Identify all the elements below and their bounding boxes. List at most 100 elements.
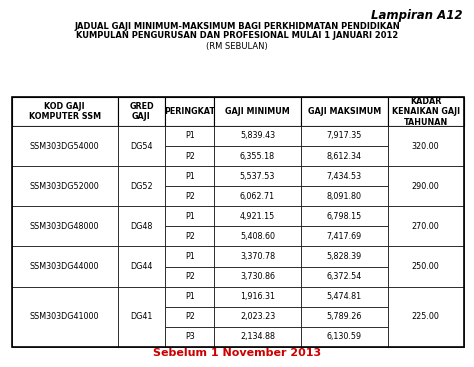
Bar (165, 126, 214, 146)
Bar (388, 166, 464, 206)
Bar (118, 287, 165, 347)
Text: P1: P1 (185, 212, 195, 221)
Bar (165, 327, 214, 347)
Bar (214, 126, 301, 146)
Bar (118, 97, 165, 126)
Text: SSM303DG52000: SSM303DG52000 (30, 182, 100, 191)
Text: KADAR
KENAIKAN GAJI
TAHUNAN: KADAR KENAIKAN GAJI TAHUNAN (392, 97, 460, 127)
Bar (214, 266, 301, 287)
Bar (214, 287, 301, 307)
Text: 4,921.15: 4,921.15 (240, 212, 275, 221)
Text: P2: P2 (185, 232, 195, 241)
Bar (214, 206, 301, 226)
Bar (388, 246, 464, 287)
Text: SSM303DG54000: SSM303DG54000 (30, 142, 100, 150)
Bar (214, 307, 301, 327)
Text: 2,023.23: 2,023.23 (240, 312, 275, 321)
Bar (12, 126, 118, 166)
Bar (12, 166, 118, 206)
Text: 5,828.39: 5,828.39 (327, 252, 362, 261)
Bar (165, 287, 214, 307)
Text: 5,408.60: 5,408.60 (240, 232, 275, 241)
Text: SSM303DG41000: SSM303DG41000 (30, 312, 100, 321)
Text: 6,062.71: 6,062.71 (240, 192, 275, 201)
Text: 250.00: 250.00 (412, 262, 439, 271)
Text: DG52: DG52 (130, 182, 153, 191)
Bar (301, 287, 388, 307)
Text: 7,417.69: 7,417.69 (327, 232, 362, 241)
Text: SSM303DG48000: SSM303DG48000 (30, 222, 100, 231)
Text: P2: P2 (185, 192, 195, 201)
Text: Lampiran A12: Lampiran A12 (371, 9, 462, 22)
Text: SSM303DG44000: SSM303DG44000 (30, 262, 100, 271)
Bar (12, 287, 118, 347)
Bar (214, 146, 301, 166)
Bar (301, 307, 388, 327)
Text: 5,789.26: 5,789.26 (327, 312, 362, 321)
Text: KUMPULAN PENGURUSAN DAN PROFESIONAL MULAI 1 JANUARI 2012: KUMPULAN PENGURUSAN DAN PROFESIONAL MULA… (76, 31, 398, 40)
Text: 290.00: 290.00 (412, 182, 439, 191)
Text: 1,916.31: 1,916.31 (240, 292, 275, 301)
Bar (388, 206, 464, 246)
Bar (388, 126, 464, 166)
Text: JADUAL GAJI MINIMUM-MAKSIMUM BAGI PERKHIDMATAN PENDIDIKAN: JADUAL GAJI MINIMUM-MAKSIMUM BAGI PERKHI… (74, 22, 400, 31)
Bar (214, 226, 301, 246)
Bar (301, 246, 388, 266)
Bar (165, 97, 214, 126)
Bar (214, 166, 301, 186)
Bar (301, 186, 388, 206)
Text: GAJI MAKSIMUM: GAJI MAKSIMUM (308, 107, 381, 116)
Text: 6,355.18: 6,355.18 (240, 152, 275, 161)
Text: GAJI MINIMUM: GAJI MINIMUM (225, 107, 290, 116)
Bar (214, 246, 301, 266)
Text: P1: P1 (185, 172, 195, 181)
Bar (12, 97, 464, 347)
Text: 8,612.34: 8,612.34 (327, 152, 362, 161)
Bar (301, 206, 388, 226)
Bar (165, 186, 214, 206)
Text: GRED
GAJI: GRED GAJI (129, 102, 154, 121)
Bar (214, 327, 301, 347)
Text: DG48: DG48 (130, 222, 153, 231)
Text: 2,134.88: 2,134.88 (240, 332, 275, 341)
Bar (12, 246, 118, 287)
Text: 270.00: 270.00 (412, 222, 439, 231)
Bar (165, 246, 214, 266)
Text: P1: P1 (185, 131, 195, 141)
Bar (165, 226, 214, 246)
Text: (RM SEBULAN): (RM SEBULAN) (206, 42, 268, 51)
Bar (301, 146, 388, 166)
Text: 5,537.53: 5,537.53 (240, 172, 275, 181)
Text: 3,730.86: 3,730.86 (240, 272, 275, 281)
Bar (301, 266, 388, 287)
Text: P1: P1 (185, 252, 195, 261)
Bar (301, 166, 388, 186)
Bar (301, 97, 388, 126)
Bar (165, 206, 214, 226)
Text: DG54: DG54 (130, 142, 153, 150)
Bar (118, 166, 165, 206)
Text: DG44: DG44 (130, 262, 153, 271)
Bar (165, 166, 214, 186)
Bar (388, 287, 464, 347)
Text: P3: P3 (185, 332, 195, 341)
Bar (165, 146, 214, 166)
Text: KOD GAJI
KOMPUTER SSM: KOD GAJI KOMPUTER SSM (28, 102, 101, 121)
Bar (388, 97, 464, 126)
Text: 7,434.53: 7,434.53 (327, 172, 362, 181)
Bar (214, 97, 301, 126)
Text: 225.00: 225.00 (412, 312, 439, 321)
Text: 320.00: 320.00 (412, 142, 439, 150)
Text: Sebelum 1 November 2013: Sebelum 1 November 2013 (153, 348, 321, 358)
Bar (301, 226, 388, 246)
Text: 8,091.80: 8,091.80 (327, 192, 362, 201)
Text: PERINGKAT: PERINGKAT (164, 107, 215, 116)
Bar (118, 206, 165, 246)
Text: 3,370.78: 3,370.78 (240, 252, 275, 261)
Text: P2: P2 (185, 272, 195, 281)
Text: 6,372.54: 6,372.54 (327, 272, 362, 281)
Bar (165, 266, 214, 287)
Bar (301, 126, 388, 146)
Bar (301, 327, 388, 347)
Text: P2: P2 (185, 312, 195, 321)
